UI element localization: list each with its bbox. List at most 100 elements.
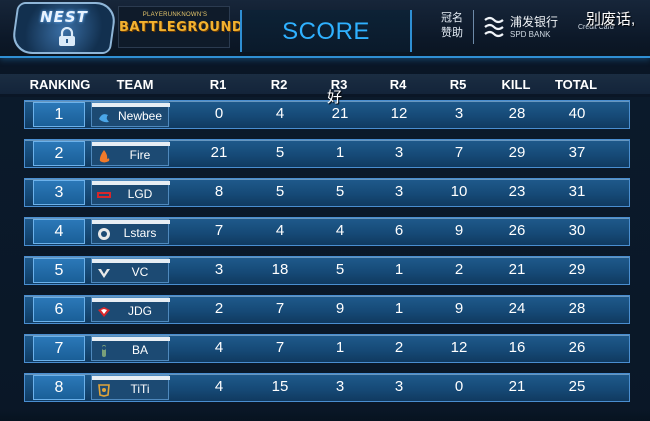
total-value: 37 xyxy=(568,144,586,161)
team-name: Lstars xyxy=(123,226,157,240)
rank-value: 8 xyxy=(54,379,64,396)
r2-value: 15 xyxy=(271,378,289,395)
team-cell: Newbee xyxy=(91,102,170,127)
team-cell-stripe xyxy=(92,259,170,263)
sponsor-label-text: 冠名 赞助 xyxy=(441,12,463,39)
sponsor-divider xyxy=(473,10,474,44)
total-value: 29 xyxy=(568,261,586,278)
r1-value: 2 xyxy=(214,300,224,317)
rank-cell: 7 xyxy=(33,336,85,361)
rank-value: 6 xyxy=(54,301,64,318)
r3-value: 3 xyxy=(335,378,345,395)
team-name: TiTi xyxy=(130,382,150,396)
r2-value: 7 xyxy=(275,300,285,317)
rank-value: 3 xyxy=(54,184,64,201)
column-header-r4: R4 xyxy=(389,77,407,92)
table-row: 8 TiTi 4 15 3 3 0 21 25 xyxy=(24,373,630,402)
team-cell-stripe xyxy=(92,142,170,146)
column-header-ranking: RANKING xyxy=(29,77,91,92)
r3-value: 1 xyxy=(335,144,345,161)
column-header-r1: R1 xyxy=(209,77,227,92)
team-cell: Lstars xyxy=(91,219,170,244)
kill-value: 29 xyxy=(508,144,526,161)
sponsor-area: 冠名 赞助 浦发银行 SPD BANK Credit Card xyxy=(426,6,650,50)
r1-value: 8 xyxy=(214,183,224,200)
team-name: LGD xyxy=(127,187,153,201)
r5-value: 9 xyxy=(454,300,464,317)
table-row: 2 Fire 21 5 1 3 7 29 37 xyxy=(24,139,630,168)
r5-value: 3 xyxy=(454,105,464,122)
r3-value: 4 xyxy=(335,222,345,239)
r4-value: 1 xyxy=(394,300,404,317)
column-header-kill: KILL xyxy=(501,77,531,92)
team-cell: BA xyxy=(91,336,170,361)
team-cell: LGD xyxy=(91,180,170,205)
table-row: 6 JDG 2 7 9 1 9 24 28 xyxy=(24,295,630,324)
rank-value: 7 xyxy=(54,340,64,357)
rank-value: 5 xyxy=(54,262,64,279)
team-logo-icon xyxy=(99,150,110,163)
score-title-box: SCORE xyxy=(240,10,412,52)
rank-cell: 4 xyxy=(33,219,85,244)
column-header-total: TOTAL xyxy=(554,77,598,92)
r3-value: 1 xyxy=(335,339,345,356)
team-cell-stripe xyxy=(92,337,170,341)
total-value: 30 xyxy=(568,222,586,239)
kill-value: 21 xyxy=(508,261,526,278)
r3-value: 5 xyxy=(335,183,345,200)
table-row: 4 Lstars 7 4 4 6 9 26 30 xyxy=(24,217,630,246)
battlegrounds-logo-subtitle: PLAYERUNKNOWN'S xyxy=(142,12,208,18)
r5-value: 12 xyxy=(450,339,468,356)
total-value: 26 xyxy=(568,339,586,356)
page-title: SCORE xyxy=(282,18,370,45)
battlegrounds-logo-title: BATTLEGROUNDS xyxy=(119,20,253,35)
table-row: 5 VC 3 18 5 1 2 21 29 xyxy=(24,256,630,285)
r3-value: 5 xyxy=(335,261,345,278)
r2-value: 18 xyxy=(271,261,289,278)
kill-value: 24 xyxy=(508,300,526,317)
rank-cell: 5 xyxy=(33,258,85,283)
team-logo-icon xyxy=(98,228,110,240)
total-value: 40 xyxy=(568,105,586,122)
team-logo-icon xyxy=(99,114,109,123)
team-cell-stripe xyxy=(92,376,170,380)
kill-value: 16 xyxy=(508,339,526,356)
r4-value: 3 xyxy=(394,378,404,395)
r1-value: 7 xyxy=(214,222,224,239)
team-name: JDG xyxy=(128,304,152,318)
nest-logo-text: NEST xyxy=(40,8,88,26)
team-cell: VC xyxy=(91,258,170,283)
r2-value: 5 xyxy=(275,183,285,200)
r3-value: 9 xyxy=(335,300,345,317)
team-cell-stripe xyxy=(92,181,170,185)
r5-value: 2 xyxy=(454,261,464,278)
r4-value: 3 xyxy=(394,183,404,200)
kill-value: 21 xyxy=(508,378,526,395)
r5-value: 9 xyxy=(454,222,464,239)
r2-value: 4 xyxy=(275,105,285,122)
rank-cell: 6 xyxy=(33,297,85,322)
table-row: 3 LGD 8 5 5 3 10 23 31 xyxy=(24,178,630,207)
team-cell: TiTi xyxy=(91,375,170,400)
team-name: BA xyxy=(131,343,148,357)
r1-value: 21 xyxy=(210,144,228,161)
r2-value: 5 xyxy=(275,144,285,161)
team-cell-stripe xyxy=(92,298,170,302)
battlegrounds-logo: PLAYERUNKNOWN'S BATTLEGROUNDS xyxy=(118,6,253,48)
rank-value: 2 xyxy=(54,145,64,162)
team-cell: JDG xyxy=(91,297,170,322)
r2-value: 7 xyxy=(275,339,285,356)
r4-value: 1 xyxy=(394,261,404,278)
r1-value: 4 xyxy=(214,378,224,395)
total-value: 31 xyxy=(568,183,586,200)
r5-value: 7 xyxy=(454,144,464,161)
team-name: Fire xyxy=(129,148,151,162)
rank-value: 4 xyxy=(54,223,64,240)
table-header: RANKING TEAM R1 R2 R3 R4 R5 KILL TOTAL xyxy=(0,74,650,94)
r1-value: 0 xyxy=(214,105,224,122)
standings-table: 1 Newbee 0 4 21 12 3 28 40 2 Fire 21 5 1 3 7 29 37 3 LGD 8 5 5… xyxy=(0,97,650,421)
kill-value: 23 xyxy=(508,183,526,200)
table-row: 1 Newbee 0 4 21 12 3 28 40 xyxy=(24,100,630,129)
overlay-comment-2: 好 xyxy=(327,89,343,106)
team-name: Newbee xyxy=(117,109,163,123)
